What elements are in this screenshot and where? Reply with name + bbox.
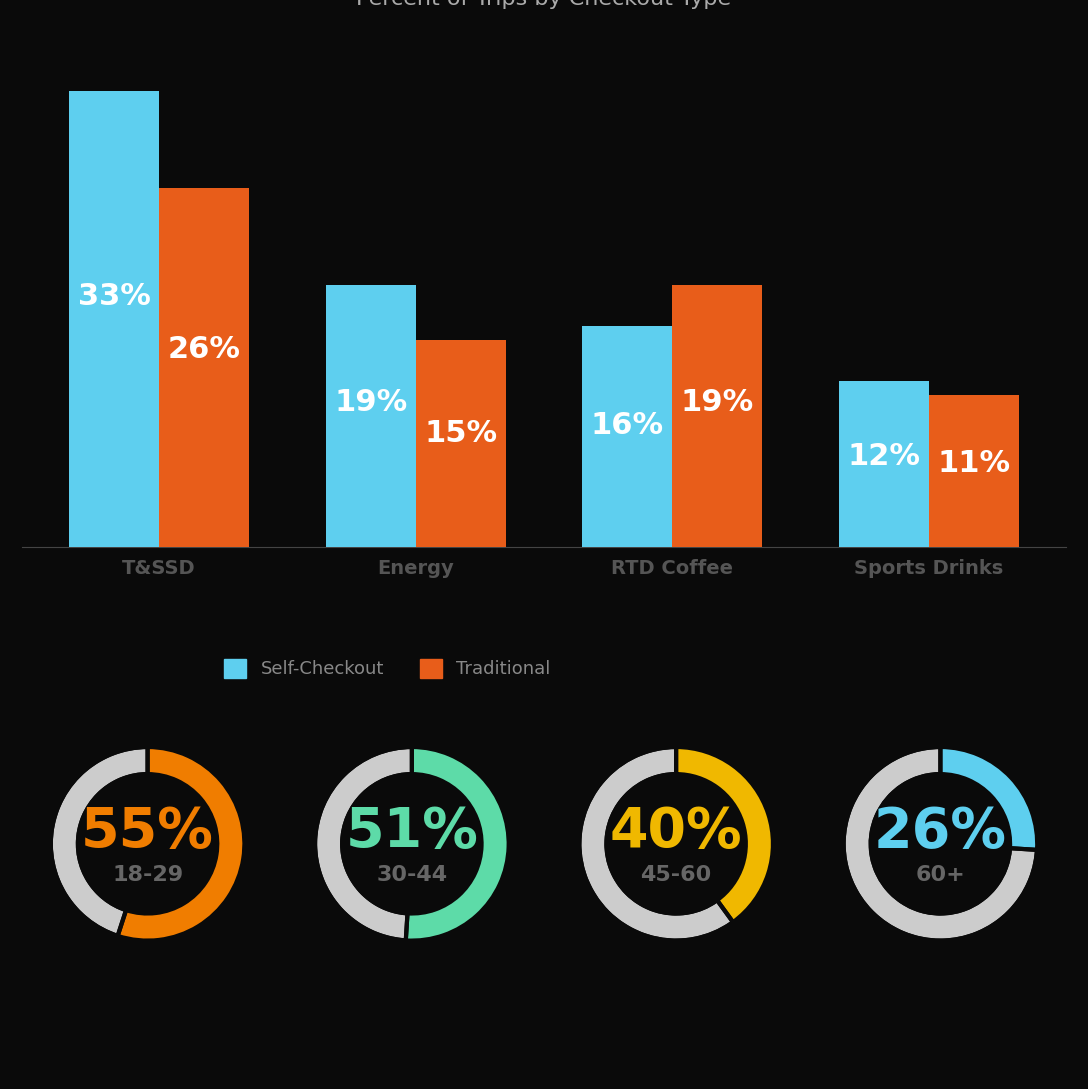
Wedge shape [940, 747, 1037, 849]
Circle shape [342, 774, 482, 914]
Text: 55%: 55% [82, 805, 214, 859]
Bar [929, 395, 1018, 548]
Wedge shape [316, 747, 509, 941]
Title: Chilled Incremental NARTD Beverages
Percent of Trips by Checkout Type: Chilled Incremental NARTD Beverages Perc… [332, 0, 756, 9]
Text: 60+: 60+ [915, 865, 965, 884]
Circle shape [78, 774, 218, 914]
Text: 19%: 19% [681, 389, 754, 417]
Text: 16%: 16% [591, 412, 664, 440]
Bar [70, 91, 159, 548]
Wedge shape [51, 747, 245, 941]
Text: 12%: 12% [848, 442, 920, 470]
Text: 26%: 26% [874, 805, 1006, 859]
Text: 30-44: 30-44 [376, 865, 447, 884]
Wedge shape [579, 747, 772, 941]
Text: 51%: 51% [345, 805, 479, 859]
Bar [159, 187, 249, 548]
Wedge shape [676, 747, 772, 922]
Text: 11%: 11% [937, 450, 1011, 478]
Bar [326, 284, 416, 548]
Circle shape [870, 774, 1010, 914]
Wedge shape [406, 747, 509, 941]
Text: 33%: 33% [77, 282, 150, 310]
Wedge shape [843, 747, 1037, 941]
Text: 40%: 40% [609, 805, 742, 859]
Wedge shape [118, 747, 245, 941]
Text: 18-29: 18-29 [112, 865, 183, 884]
Text: 45-60: 45-60 [641, 865, 712, 884]
Bar [672, 284, 762, 548]
Text: 19%: 19% [334, 389, 407, 417]
Text: 15%: 15% [424, 419, 497, 448]
Bar [839, 381, 929, 548]
Bar [416, 340, 506, 548]
Bar [582, 326, 672, 548]
Text: 26%: 26% [168, 335, 240, 364]
Circle shape [606, 774, 746, 914]
Legend: Self-Checkout, Traditional: Self-Checkout, Traditional [218, 652, 557, 686]
